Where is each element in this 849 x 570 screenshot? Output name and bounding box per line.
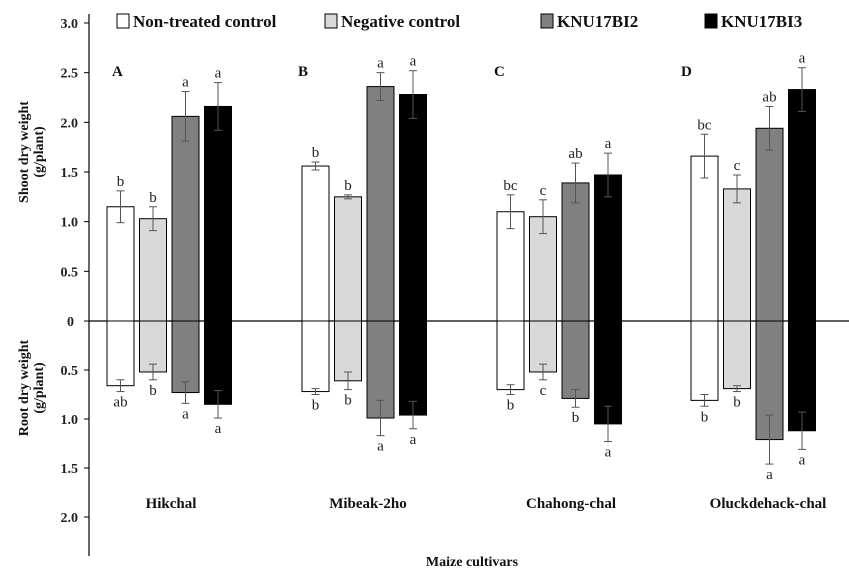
legend-label: Non-treated control [133,12,277,31]
significance-label-root: b [572,410,580,426]
significance-label-shoot: c [540,183,547,199]
y-axis-title-shoot: (g/plant) [32,126,47,178]
bar-root [399,320,427,416]
y-tick-label: 1.5 [61,166,79,181]
significance-label-root: a [215,421,222,437]
bar-shoot [723,188,751,322]
significance-label-shoot: a [215,66,222,82]
panel-label: B [298,64,308,80]
bar-root [690,320,719,401]
legend-label: KNU17BI3 [721,12,802,31]
significance-label-shoot: a [377,56,384,72]
significance-label-root: a [766,467,773,483]
significance-label-root: a [799,452,806,468]
bar-shoot [755,127,784,322]
cultivar-label: Hikchal [146,496,197,512]
bar-shoot [301,165,330,322]
bar-shoot [496,211,525,322]
y-tick-label: 0.5 [61,364,79,379]
panel-label: C [494,64,505,80]
y-tick-label: 3.0 [61,17,79,32]
y-tick-label: 1.5 [61,462,79,477]
legend-swatch [324,13,338,29]
bar-root [334,320,362,382]
cultivar-label: Oluckdehack-chal [710,496,827,512]
significance-label-root: b [507,398,515,414]
significance-label-root: b [312,398,320,414]
bar-shoot [106,206,135,322]
significance-label-root: a [410,432,417,448]
y-tick-label: 0.5 [61,265,79,280]
y-tick-label: 1.0 [61,216,79,231]
significance-label-shoot: a [182,75,189,91]
bar-root [301,320,330,393]
significance-label-root: a [605,445,612,461]
bar-root [561,320,590,399]
panel-label: A [112,64,123,80]
bar-shoot [334,196,362,322]
bar-shoot [561,182,590,322]
y-tick-label: 1.0 [61,413,79,428]
bar-shoot [204,105,232,322]
cultivar-label: Mibeak-2ho [329,496,407,512]
y-axis-title-root: Root dry weight [17,339,32,436]
legend-label: KNU17BI2 [557,12,638,31]
cultivar-label: Chahong-chal [526,496,616,512]
significance-label-shoot: b [344,178,352,194]
panel-label: D [681,64,692,80]
significance-label-root: a [377,439,384,455]
significance-label-root: b [344,393,352,409]
bar-shoot [399,94,427,322]
legend-label: Negative control [341,12,460,31]
y-axis-title-root: (g/plant) [32,362,47,414]
bar-shoot [594,174,622,322]
significance-label-shoot: b [149,190,157,206]
y-tick-label: 2.0 [61,116,79,131]
significance-label-shoot: bc [503,178,518,194]
bar-root [496,320,525,391]
bar-root [723,320,751,390]
significance-label-root: a [182,406,189,422]
bar-shoot [139,218,167,322]
significance-label-root: b [701,409,709,425]
legend-swatch [704,13,718,29]
bar-shoot [690,155,719,322]
bar-shoot [171,115,200,322]
significance-label-shoot: b [117,174,125,190]
significance-label-shoot: bc [697,117,712,133]
legend-swatch [116,13,130,29]
significance-label-shoot: a [799,51,806,67]
significance-label-shoot: ab [762,89,776,105]
significance-label-root: ab [113,395,127,411]
y-tick-label: 2.0 [61,511,79,526]
legend-swatch [540,13,554,29]
y-axis-title-shoot: Shoot dry weight [17,101,32,203]
significance-label-root: b [733,395,741,411]
significance-label-shoot: ab [568,146,582,162]
significance-label-root: c [540,383,547,399]
significance-label-shoot: a [605,136,612,152]
y-tick-label: 2.5 [61,67,79,82]
bar-shoot [366,86,395,322]
significance-label-shoot: b [312,145,320,161]
bar-shoot [788,89,816,322]
significance-label-shoot: a [410,54,417,70]
significance-label-shoot: c [734,158,741,174]
significance-label-root: b [149,383,157,399]
x-axis-title: Maize cultivars [426,555,519,570]
y-tick-label-zero: 0 [67,315,74,330]
bar-root [106,320,135,387]
